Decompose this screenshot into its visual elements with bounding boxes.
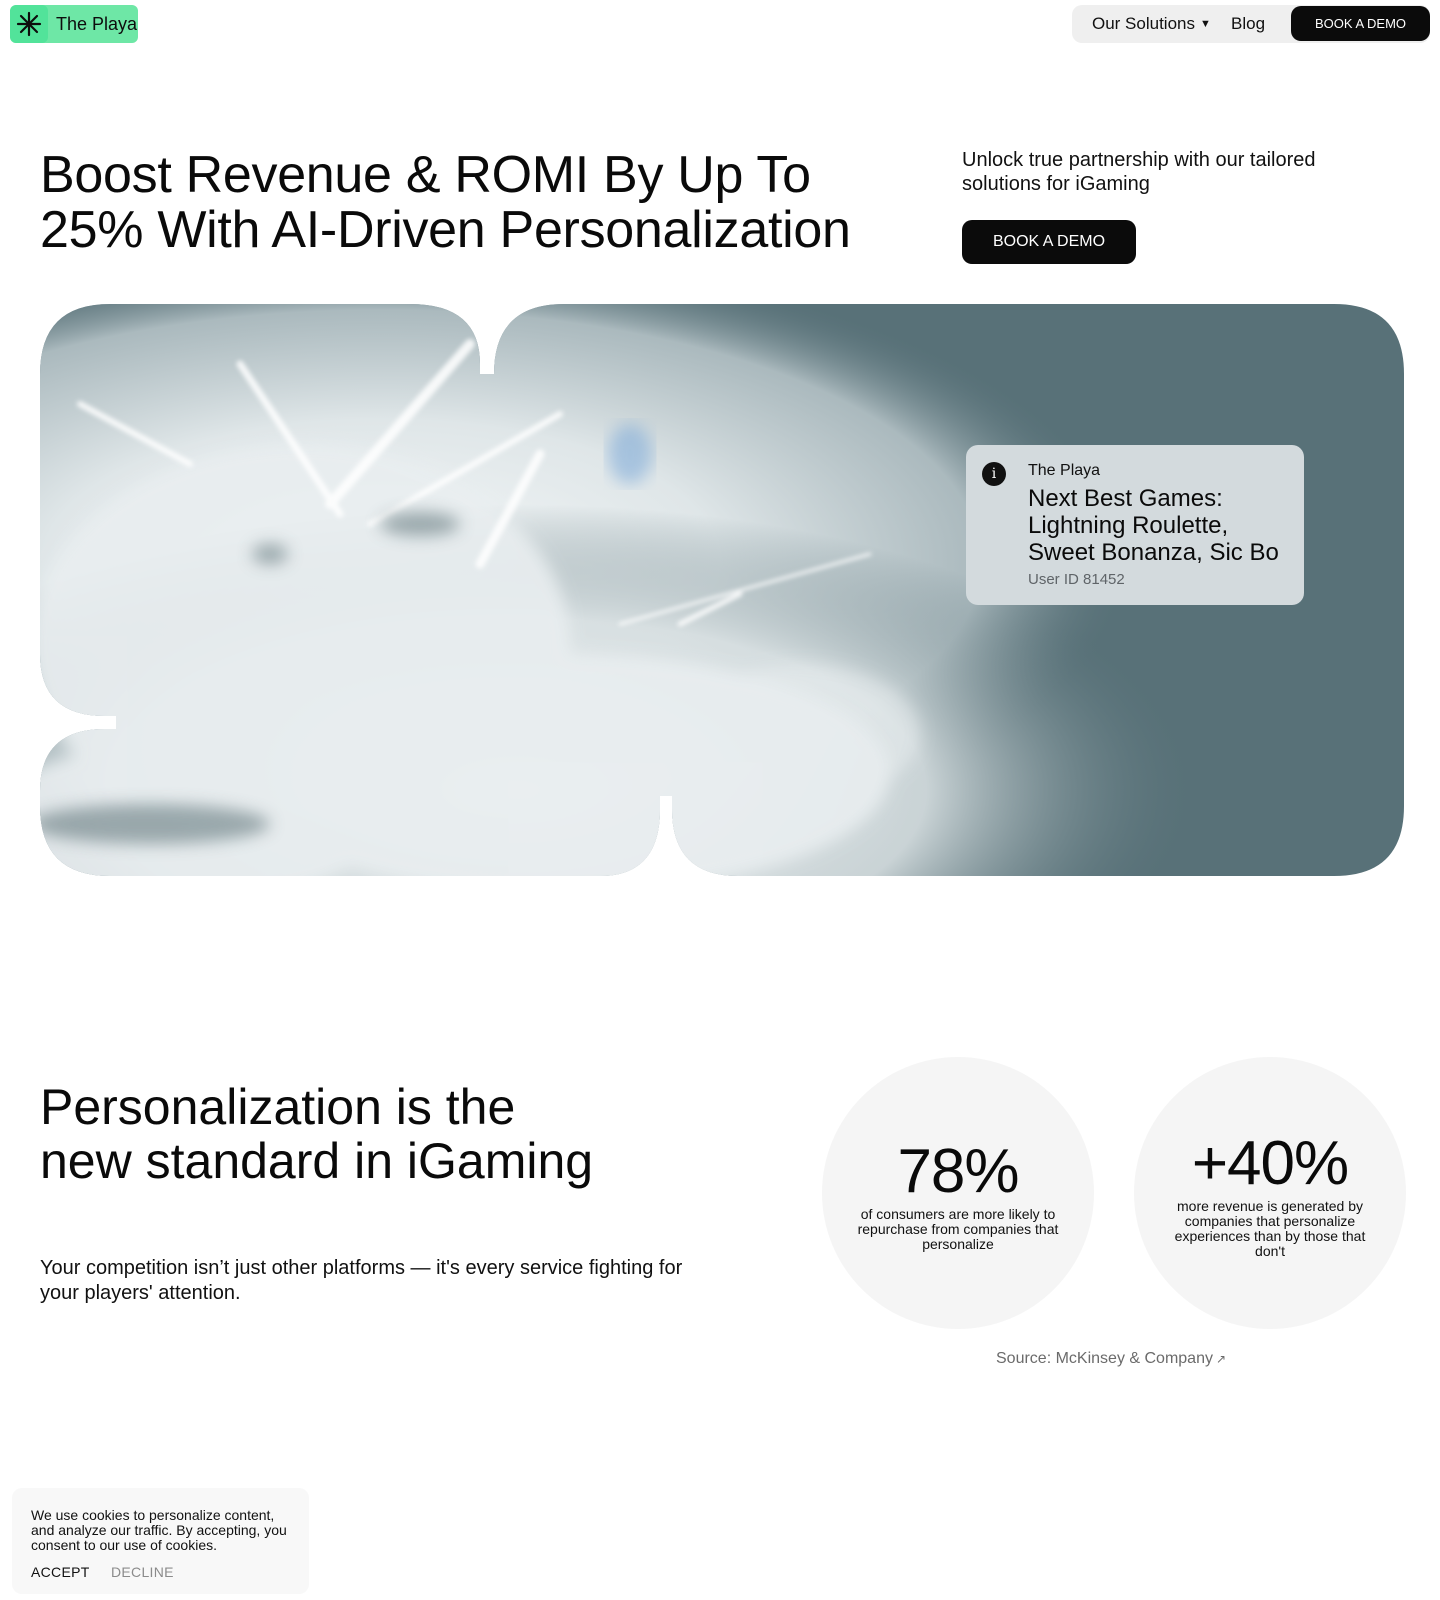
stat-value: +40% xyxy=(1191,1129,1349,1198)
nav-our-solutions[interactable]: Our Solutions ▼ xyxy=(1092,14,1211,34)
recommendation-text: Next Best Games: Lightning Roulette, Swe… xyxy=(1028,485,1279,566)
recommendation-brand: The Playa xyxy=(1028,462,1101,479)
recommendation-card: i The Playa Next Best Games: Lightning R… xyxy=(966,445,1304,605)
cookie-accept-button[interactable]: ACCEPT xyxy=(31,1564,90,1580)
stat-circle: +40% more revenue is generated by compan… xyxy=(1134,1057,1406,1329)
cookie-decline-button[interactable]: DECLINE xyxy=(111,1564,174,1580)
hero-subtitle: Unlock true partnership with our tailore… xyxy=(962,149,1316,195)
caret-down-icon: ▼ xyxy=(1200,18,1211,30)
hero-title: Boost Revenue & ROMI By Up To 25% With A… xyxy=(40,146,851,259)
logo[interactable]: The Playa xyxy=(10,5,138,43)
stat-value: 78% xyxy=(897,1137,1019,1206)
asterisk-icon xyxy=(10,5,48,43)
nav-our-solutions-label: Our Solutions xyxy=(1092,14,1195,33)
cookie-text: We use cookies to personalize content, a… xyxy=(31,1507,287,1553)
source-link[interactable]: Source: McKinsey & Company ↗ xyxy=(996,1350,1226,1368)
hero-book-demo-button[interactable]: BOOK A DEMO xyxy=(962,220,1136,264)
personalization-title: Personalization is the new standard in i… xyxy=(40,1079,594,1189)
top-nav: Our Solutions ▼ Blog BOOK A DEMO xyxy=(1072,5,1430,43)
nav-book-demo-button[interactable]: BOOK A DEMO xyxy=(1291,6,1430,41)
external-arrow-icon: ↗ xyxy=(1215,1352,1227,1366)
stat-description: more revenue is generated by companies t… xyxy=(1174,1198,1366,1259)
stat-circle: 78% of consumers are more likely to repu… xyxy=(822,1057,1094,1329)
info-icon[interactable]: i xyxy=(982,462,1006,486)
nav-blog[interactable]: Blog xyxy=(1231,14,1266,33)
source-label: Source: McKinsey & Company xyxy=(996,1350,1213,1367)
stat-description: of consumers are more likely to repurcha… xyxy=(857,1206,1059,1252)
cookie-banner: We use cookies to personalize content, a… xyxy=(12,1488,309,1594)
recommendation-user-id: User ID 81452 xyxy=(1028,571,1125,588)
logo-text: The Playa xyxy=(56,13,138,34)
personalization-subtitle: Your competition isn’t just other platfo… xyxy=(40,1257,683,1304)
